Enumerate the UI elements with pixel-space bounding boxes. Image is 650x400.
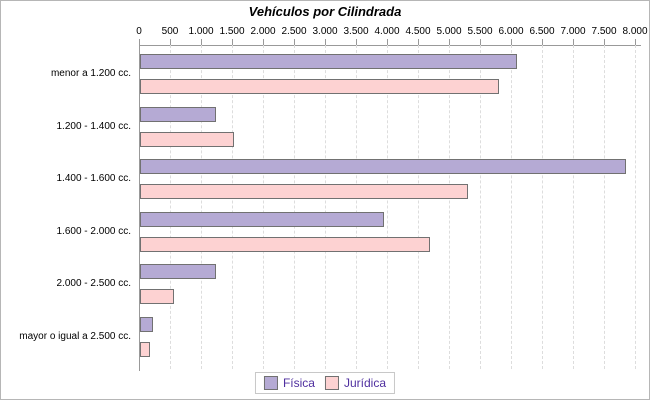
x-tick-label: 4.000 <box>374 26 400 37</box>
x-axis-line <box>139 45 641 46</box>
legend: Física Jurídica <box>254 372 396 394</box>
gridline <box>604 45 605 369</box>
x-tick-label: 7.500 <box>591 26 617 37</box>
category-label: 1.400 - 1.600 cc. <box>56 173 132 185</box>
bar-fisica[interactable] <box>140 264 216 280</box>
legend-swatch-juridica-icon <box>324 376 339 390</box>
x-tick-mark <box>511 39 512 45</box>
gridline <box>387 45 388 369</box>
gridline <box>294 45 295 369</box>
x-tick-mark <box>356 39 357 45</box>
x-tick-label: 1.000 <box>188 26 214 37</box>
x-tick-label: 8.000 <box>622 26 648 37</box>
x-tick-label: 500 <box>161 26 179 37</box>
category-label: 1.600 - 2.000 cc. <box>56 225 132 237</box>
x-tick-label: 7.000 <box>560 26 586 37</box>
gridline <box>635 45 636 369</box>
gridline <box>356 45 357 369</box>
x-tick-mark <box>201 39 202 45</box>
bar-juridica[interactable] <box>140 289 174 305</box>
bar-juridica[interactable] <box>140 184 468 200</box>
gridline <box>418 45 419 369</box>
gridline <box>263 45 264 369</box>
legend-label-juridica: Jurídica <box>343 376 387 390</box>
y-axis-line <box>139 45 140 371</box>
gridline <box>542 45 543 369</box>
bar-fisica[interactable] <box>140 106 216 122</box>
bar-fisica[interactable] <box>140 211 384 227</box>
legend-swatch-fisica-icon <box>263 376 278 390</box>
x-tick-mark <box>542 39 543 45</box>
x-tick-mark <box>604 39 605 45</box>
bar-juridica[interactable] <box>140 79 499 94</box>
bar-fisica[interactable] <box>140 317 153 332</box>
x-tick-label: 3.500 <box>343 26 369 37</box>
category-label: 2.000 - 2.500 cc. <box>56 278 132 290</box>
x-tick-mark <box>170 39 171 45</box>
x-tick-label: 1.500 <box>219 26 245 37</box>
gridline <box>511 45 512 369</box>
gridline <box>449 45 450 369</box>
x-tick-label: 2.500 <box>281 26 307 37</box>
bar-fisica[interactable] <box>140 54 517 69</box>
x-tick-label: 6.500 <box>529 26 555 37</box>
chart-title: Vehículos por Cilindrada <box>248 4 402 19</box>
x-tick-label: 5.500 <box>467 26 493 37</box>
x-tick-label: 4.500 <box>405 26 431 37</box>
gridline <box>325 45 326 369</box>
x-tick-mark <box>387 39 388 45</box>
gridline <box>201 45 202 369</box>
x-tick-mark <box>480 39 481 45</box>
gridline <box>232 45 233 369</box>
bar-juridica[interactable] <box>140 131 234 147</box>
x-tick-label: 0 <box>136 26 142 37</box>
x-tick-mark <box>232 39 233 45</box>
x-tick-mark <box>325 39 326 45</box>
x-tick-label: 6.000 <box>498 26 524 37</box>
bar-juridica[interactable] <box>140 342 150 357</box>
x-tick-mark <box>449 39 450 45</box>
x-tick-label: 5.000 <box>436 26 462 37</box>
legend-item-fisica[interactable]: Física <box>263 376 315 390</box>
x-tick-mark <box>573 39 574 45</box>
category-label: 1.200 - 1.400 cc. <box>56 120 132 132</box>
legend-label-fisica: Física <box>282 376 315 390</box>
x-tick-mark <box>139 39 140 45</box>
category-label: mayor o igual a 2.500 cc. <box>19 331 131 342</box>
gridline <box>480 45 481 369</box>
x-tick-label: 2.000 <box>250 26 276 37</box>
x-tick-mark <box>418 39 419 45</box>
category-label: menor a 1.200 cc. <box>50 68 131 79</box>
legend-item-juridica[interactable]: Jurídica <box>324 376 387 390</box>
gridline <box>170 45 171 369</box>
bar-fisica[interactable] <box>140 159 626 175</box>
x-tick-mark <box>635 39 636 45</box>
x-tick-mark <box>294 39 295 45</box>
x-tick-mark <box>263 39 264 45</box>
gridline <box>573 45 574 369</box>
bar-juridica[interactable] <box>140 236 430 252</box>
x-tick-label: 3.000 <box>312 26 338 37</box>
